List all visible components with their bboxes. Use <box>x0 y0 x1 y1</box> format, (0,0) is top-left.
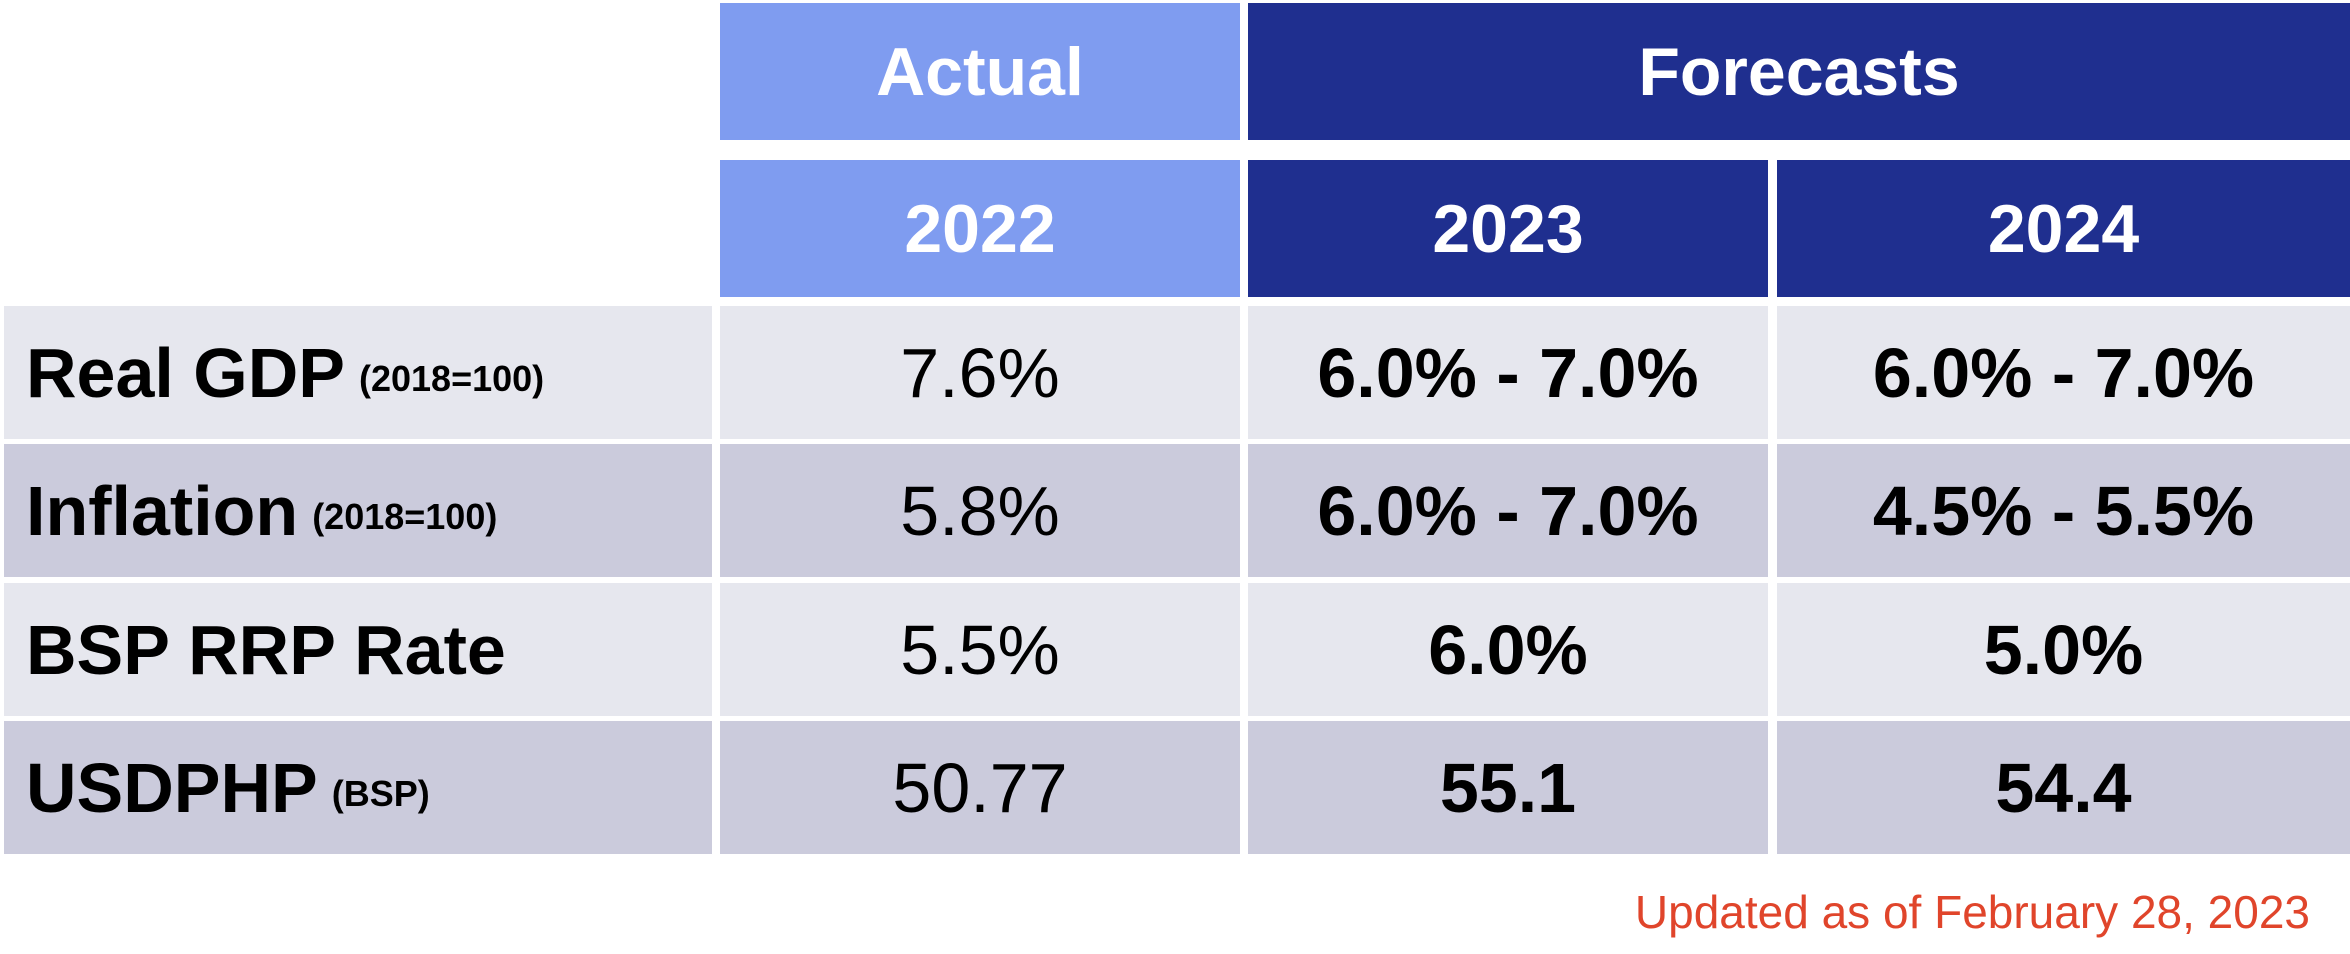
row-label: Real GDP (2018=100) <box>4 306 712 439</box>
header-year: 2023 <box>1248 160 1768 297</box>
value-cell: 6.0% <box>1248 583 1768 716</box>
value-cell: 7.6% <box>720 306 1240 439</box>
row-label: BSP RRP Rate <box>4 583 712 716</box>
label-note: (2018=100) <box>359 357 545 399</box>
value-cell: 5.0% <box>1777 583 2350 716</box>
value-cell: 6.0% - 7.0% <box>1248 306 1768 439</box>
label-text: Real GDP <box>26 333 345 412</box>
value-cell: 50.77 <box>720 721 1240 854</box>
row-label: USDPHP (BSP) <box>4 721 712 854</box>
value-cell: 6.0% - 7.0% <box>1777 306 2350 439</box>
header-actual: Actual <box>720 3 1240 140</box>
header-year: 2022 <box>720 160 1240 297</box>
header-year: 2024 <box>1777 160 2350 297</box>
value-cell: 5.5% <box>720 583 1240 716</box>
label-text: Inflation <box>26 471 299 550</box>
value-cell: 6.0% - 7.0% <box>1248 444 1768 577</box>
value-cell: 55.1 <box>1248 721 1768 854</box>
label-note: (BSP) <box>331 772 430 814</box>
value-cell: 4.5% - 5.5% <box>1777 444 2350 577</box>
value-cell: 5.8% <box>720 444 1240 577</box>
header-forecasts: Forecasts <box>1248 3 2350 140</box>
value-cell: 54.4 <box>1777 721 2350 854</box>
label-text: BSP RRP Rate <box>26 610 506 689</box>
label-text: USDPHP <box>26 748 318 827</box>
row-label: Inflation (2018=100) <box>4 444 712 577</box>
footer-note: Updated as of February 28, 2023 <box>1634 886 2310 938</box>
label-note: (2018=100) <box>312 495 498 537</box>
